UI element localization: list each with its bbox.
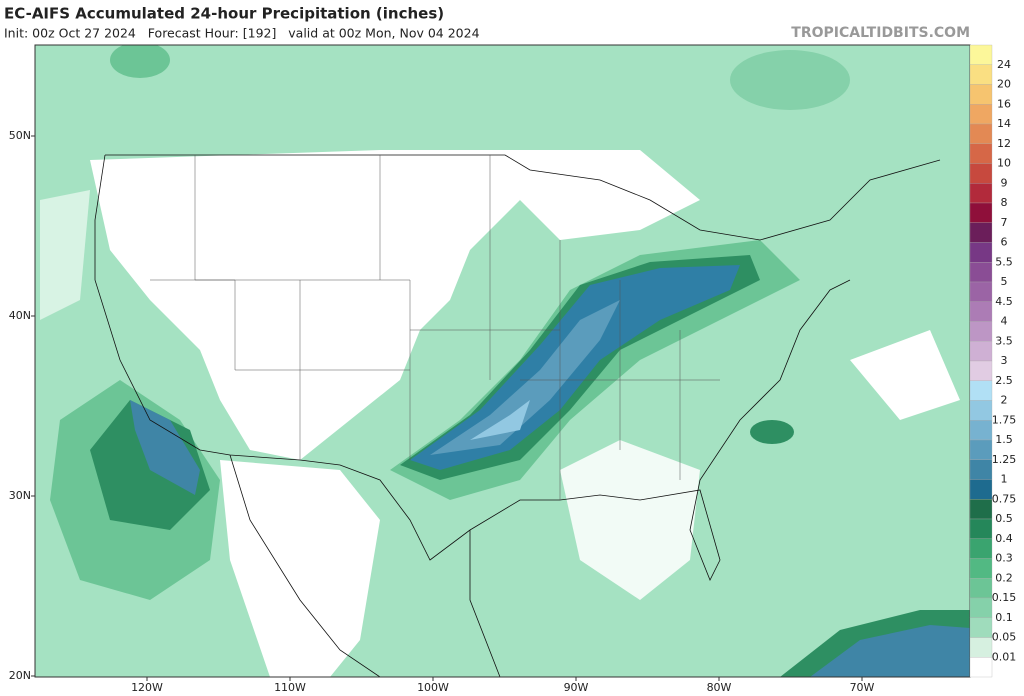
colorbar-box — [969, 183, 993, 204]
colorbar-label: 6 — [1001, 236, 1008, 249]
colorbar-box — [969, 479, 993, 500]
colorbar-box — [969, 84, 993, 105]
longitude-label: 120W — [131, 681, 163, 694]
colorbar-box — [969, 321, 993, 342]
colorbar-box — [969, 123, 993, 144]
colorbar-box — [969, 104, 993, 125]
subtitle: Init: 00z Oct 27 2024 Forecast Hour: [19… — [4, 26, 480, 41]
colorbar-box — [969, 262, 993, 283]
colorbar-label: 9 — [1001, 176, 1008, 189]
colorbar-label: 8 — [1001, 196, 1008, 209]
latitude-label: 20N — [9, 669, 31, 682]
colorbar-box — [969, 64, 993, 85]
colorbar-box — [969, 44, 993, 65]
title: EC-AIFS Accumulated 24-hour Precipitatio… — [4, 5, 444, 23]
colorbar-label: 1.5 — [995, 433, 1013, 446]
colorbar-label: 3 — [1001, 354, 1008, 367]
latitude-label: 30N — [9, 489, 31, 502]
colorbar-label: 20 — [997, 78, 1011, 91]
colorbar-label: 24 — [997, 58, 1011, 71]
colorbar-box — [969, 360, 993, 381]
longitude-label: 70W — [850, 681, 875, 694]
colorbar-label: 3.5 — [995, 334, 1013, 347]
colorbar-box — [969, 597, 993, 618]
colorbar-label: 2.5 — [995, 374, 1013, 387]
colorbar-label: 0.3 — [995, 552, 1013, 565]
colorbar-box — [969, 242, 993, 263]
longitude-label: 100W — [417, 681, 449, 694]
latitude-label: 40N — [9, 309, 31, 322]
colorbar-label: 10 — [997, 157, 1011, 170]
colorbar-label: 0.5 — [995, 512, 1013, 525]
colorbar-label: 0.15 — [992, 591, 1017, 604]
source: TROPICALTIDBITS.COM — [791, 25, 970, 41]
colorbar-box — [969, 222, 993, 243]
colorbar-label: 1.25 — [992, 453, 1017, 466]
colorbar-box — [969, 143, 993, 164]
colorbar-label: 7 — [1001, 216, 1008, 229]
colorbar-label: 0.75 — [992, 492, 1017, 505]
colorbar-label: 1.75 — [992, 413, 1017, 426]
colorbar-box — [969, 380, 993, 401]
colorbar-label: 1 — [1001, 473, 1008, 486]
colorbar-label: 4 — [1001, 315, 1008, 328]
colorbar-label: 0.05 — [992, 631, 1017, 644]
colorbar-box — [969, 163, 993, 184]
colorbar-box — [969, 518, 993, 539]
colorbar-label: 0.4 — [995, 532, 1013, 545]
colorbar-label: 0.1 — [995, 611, 1013, 624]
longitude-label: 80W — [707, 681, 732, 694]
colorbar-box — [969, 301, 993, 322]
colorbar-label: 2 — [1001, 394, 1008, 407]
colorbar-box — [969, 202, 993, 223]
colorbar-label: 5.5 — [995, 255, 1013, 268]
colorbar-box — [969, 499, 993, 520]
colorbar-box — [969, 617, 993, 638]
map — [35, 45, 970, 677]
colorbar-box — [969, 459, 993, 480]
longitude-label: 110W — [274, 681, 306, 694]
colorbar-box — [969, 637, 993, 658]
colorbar-label: 0.2 — [995, 571, 1013, 584]
colorbar-box — [969, 439, 993, 460]
colorbar-box — [969, 558, 993, 579]
colorbar-label: 0.01 — [992, 650, 1017, 663]
colorbar: 24 20 16 14 12 10 9 8 7 6 5.5 5 4.5 4 3.5 3 2.5 2 1.75 1.5 1… — [969, 44, 1017, 678]
longitude-label: 90W — [564, 681, 589, 694]
colorbar-box — [969, 420, 993, 441]
colorbar-box — [969, 281, 993, 302]
colorbar-box — [969, 400, 993, 421]
colorbar-box — [969, 341, 993, 362]
colorbar-label: 14 — [997, 117, 1011, 130]
colorbar-label: 16 — [997, 97, 1011, 110]
colorbar-box — [969, 657, 993, 678]
colorbar-label: 5 — [1001, 275, 1008, 288]
latitude-label: 50N — [9, 129, 31, 142]
colorbar-label: 12 — [997, 137, 1011, 150]
colorbar-box — [969, 578, 993, 599]
colorbar-box — [969, 538, 993, 559]
colorbar-label: 4.5 — [995, 295, 1013, 308]
